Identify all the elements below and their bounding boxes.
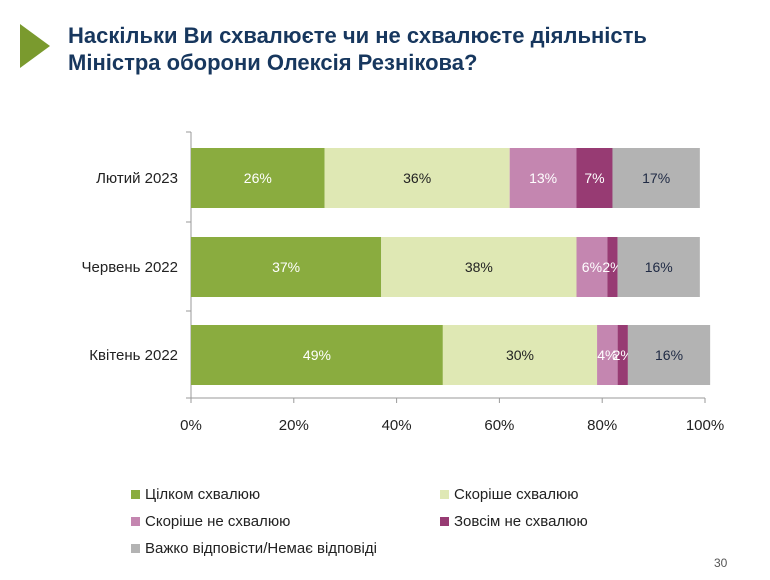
data-label: 17%: [642, 170, 670, 186]
legend-label: Цілком схвалюю: [145, 486, 261, 503]
bar-segment: [324, 148, 510, 208]
legend-item: Зовсім не схвалюю: [440, 513, 588, 530]
bar-segment: [509, 148, 577, 208]
bar-segment: [617, 237, 700, 297]
data-label: 2%: [613, 347, 633, 363]
data-label: 26%: [244, 170, 272, 186]
legend-swatch: [440, 517, 449, 526]
slide-header: Наскільки Ви схвалюєте чи не схвалюєте д…: [0, 18, 770, 78]
bar-segment: [607, 237, 618, 297]
x-tick-label: 0%: [180, 417, 202, 434]
data-label: 7%: [584, 170, 604, 186]
legend-item: Скоріше не схвалюю: [131, 513, 290, 530]
data-label: 37%: [272, 259, 300, 275]
legend-item: Цілком схвалюю: [131, 486, 260, 503]
x-tick-label: 80%: [587, 417, 617, 434]
data-label: 16%: [655, 347, 683, 363]
play-arrow-icon: [20, 24, 50, 68]
bar-segment: [576, 148, 613, 208]
page-number: 30: [714, 556, 728, 570]
legend-swatch: [440, 490, 449, 499]
bar-segment: [191, 325, 443, 385]
slide-title-line-2: Міністра оборони Олексія Резнікова?: [68, 50, 478, 75]
x-tick-label: 100%: [686, 417, 724, 434]
bar-segment: [576, 237, 608, 297]
x-tick-label: 60%: [484, 417, 514, 434]
legend-item: Важко відповісти/Немає відповіді: [131, 540, 377, 557]
legend-label: Скоріше не схвалюю: [145, 513, 291, 530]
bar-segment: [191, 237, 382, 297]
category-label: Червень 2022: [82, 259, 178, 276]
slide-title-line-1: Наскільки Ви схвалюєте чи не схвалюєте д…: [68, 23, 647, 48]
data-label: 49%: [303, 347, 331, 363]
legend-swatch: [131, 490, 140, 499]
data-label: 6%: [582, 259, 602, 275]
data-label: 4%: [597, 347, 617, 363]
x-tick-label: 20%: [279, 417, 309, 434]
legend-swatch: [131, 544, 140, 553]
bar-segment: [627, 325, 711, 385]
legend-label: Скоріше схвалюю: [454, 486, 579, 503]
data-label: 13%: [529, 170, 557, 186]
legend-item: Скоріше схвалюю: [440, 486, 579, 503]
category-label: Квітень 2022: [89, 347, 178, 364]
data-label: 2%: [602, 259, 622, 275]
category-label: Лютий 2023: [96, 170, 178, 187]
slide-title: Наскільки Ви схвалюєте чи не схвалюєте д…: [68, 22, 748, 76]
bar-segment: [617, 325, 628, 385]
x-tick-label: 40%: [382, 417, 412, 434]
bar-segment: [442, 325, 598, 385]
data-label: 38%: [465, 259, 493, 275]
bar-segment: [612, 148, 700, 208]
bar-segment: [381, 237, 577, 297]
legend-label: Важко відповісти/Немає відповіді: [145, 540, 377, 557]
legend-swatch: [131, 517, 140, 526]
bar-segment: [191, 148, 325, 208]
legend-label: Зовсім не схвалюю: [454, 513, 588, 530]
bar-segment: [597, 325, 618, 385]
data-label: 16%: [645, 259, 673, 275]
data-label: 30%: [506, 347, 534, 363]
data-label: 36%: [403, 170, 431, 186]
